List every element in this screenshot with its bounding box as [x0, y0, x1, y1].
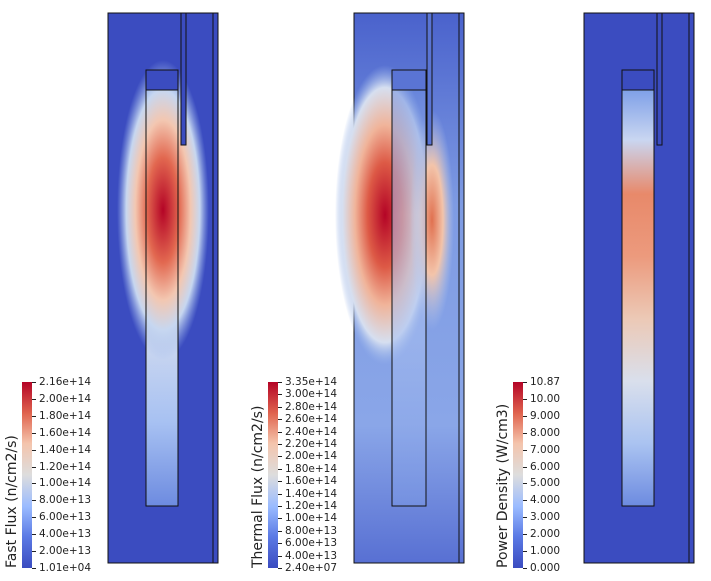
colorbar-tick-mark [278, 419, 282, 420]
colorbar-tick-mark [523, 568, 527, 569]
colorbar-tick-mark [523, 551, 527, 552]
power-density-colorbar-title: Power Density (W/cm3) [495, 403, 511, 568]
colorbar-tick-mark [32, 483, 36, 484]
thermal-flux-colorbar-title: Thermal Flux (n/cm2/s) [250, 405, 266, 568]
colorbar-tick-label: 1.20e+14 [285, 500, 337, 512]
colorbar-tick-mark [523, 467, 527, 468]
colorbar-tick-label: 2.00e+13 [39, 545, 91, 557]
colorbar-tick-mark [278, 543, 282, 544]
colorbar-tick-mark [523, 416, 527, 417]
colorbar-tick-mark [523, 450, 527, 451]
fast-flux-plot [107, 12, 219, 564]
colorbar-tick-label: 3.35e+14 [285, 376, 337, 388]
colorbar-tick-label: 2.80e+14 [285, 401, 337, 413]
colorbar-tick-mark [523, 500, 527, 501]
colorbar-tick-label: 9.000 [530, 410, 561, 422]
colorbar-tick-mark [32, 517, 36, 518]
colorbar-tick-mark [278, 469, 282, 470]
colorbar-tick-label: 1.40e+14 [39, 444, 91, 456]
colorbar-tick-label: 2.16e+14 [39, 376, 91, 388]
power-density-colorbar [513, 382, 523, 568]
colorbar-tick-label: 1.40e+14 [285, 488, 337, 500]
colorbar-tick-label: 6.00e+13 [285, 537, 337, 549]
colorbar-tick-mark [278, 394, 282, 395]
colorbar-tick-mark [32, 382, 36, 383]
colorbar-tick-mark [32, 568, 36, 569]
colorbar-tick-label: 8.00e+13 [39, 494, 91, 506]
colorbar-tick-label: 1.00e+14 [285, 512, 337, 524]
colorbar-tick-mark [278, 382, 282, 383]
colorbar-tick-label: 6.000 [530, 461, 561, 473]
colorbar-tick-mark [32, 433, 36, 434]
colorbar-tick-mark [278, 556, 282, 557]
colorbar-tick-label: 3.000 [530, 511, 561, 523]
colorbar-tick-mark [278, 432, 282, 433]
power-density-plot [583, 12, 695, 564]
colorbar-tick-mark [278, 531, 282, 532]
colorbar-tick-label: 8.00e+13 [285, 525, 337, 537]
colorbar-tick-mark [32, 450, 36, 451]
colorbar-tick-label: 10.00 [530, 393, 561, 405]
colorbar-tick-mark [278, 481, 282, 482]
fast-flux-colorbar-title: Fast Flux (n/cm2/s) [4, 435, 20, 568]
colorbar-tick-mark [523, 433, 527, 434]
colorbar-tick-label: 2.00e+14 [39, 393, 91, 405]
colorbar-tick-mark [32, 500, 36, 501]
colorbar-tick-mark [32, 467, 36, 468]
colorbar-tick-label: 3.00e+14 [285, 388, 337, 400]
colorbar-tick-label: 4.00e+13 [285, 550, 337, 562]
colorbar-tick-mark [32, 534, 36, 535]
colorbar-tick-label: 4.00e+13 [39, 528, 91, 540]
colorbar-tick-label: 7.000 [530, 444, 561, 456]
colorbar-tick-mark [32, 551, 36, 552]
colorbar-tick-mark [523, 382, 527, 383]
colorbar-tick-mark [523, 517, 527, 518]
thermal-flux-plot [335, 12, 465, 564]
colorbar-tick-mark [278, 494, 282, 495]
colorbar-tick-label: 1.60e+14 [285, 475, 337, 487]
colorbar-tick-label: 4.000 [530, 494, 561, 506]
colorbar-tick-mark [523, 483, 527, 484]
colorbar-tick-label: 2.40e+14 [285, 426, 337, 438]
colorbar-tick-mark [278, 407, 282, 408]
colorbar-tick-label: 2.20e+14 [285, 438, 337, 450]
colorbar-tick-mark [278, 444, 282, 445]
colorbar-tick-label: 1.01e+04 [39, 562, 91, 574]
colorbar-tick-mark [32, 399, 36, 400]
colorbar-tick-label: 6.00e+13 [39, 511, 91, 523]
colorbar-tick-label: 1.000 [530, 545, 561, 557]
fast-flux-colorbar [22, 382, 32, 568]
colorbar-tick-mark [278, 518, 282, 519]
colorbar-tick-label: 1.80e+14 [39, 410, 91, 422]
colorbar-tick-mark [278, 506, 282, 507]
colorbar-tick-label: 1.80e+14 [285, 463, 337, 475]
colorbar-tick-label: 2.00e+14 [285, 450, 337, 462]
colorbar-tick-mark [278, 568, 282, 569]
thermal-flux-colorbar [268, 382, 278, 568]
colorbar-tick-label: 2.60e+14 [285, 413, 337, 425]
colorbar-tick-label: 1.00e+14 [39, 477, 91, 489]
colorbar-tick-label: 5.000 [530, 477, 561, 489]
colorbar-tick-label: 0.000 [530, 562, 561, 574]
colorbar-tick-label: 2.000 [530, 528, 561, 540]
colorbar-tick-label: 1.20e+14 [39, 461, 91, 473]
colorbar-tick-label: 2.40e+07 [285, 562, 337, 574]
colorbar-tick-mark [523, 534, 527, 535]
colorbar-tick-mark [32, 416, 36, 417]
colorbar-tick-label: 8.000 [530, 427, 561, 439]
colorbar-tick-label: 10.87 [530, 376, 561, 388]
colorbar-tick-label: 1.60e+14 [39, 427, 91, 439]
colorbar-tick-mark [523, 399, 527, 400]
colorbar-tick-mark [278, 456, 282, 457]
